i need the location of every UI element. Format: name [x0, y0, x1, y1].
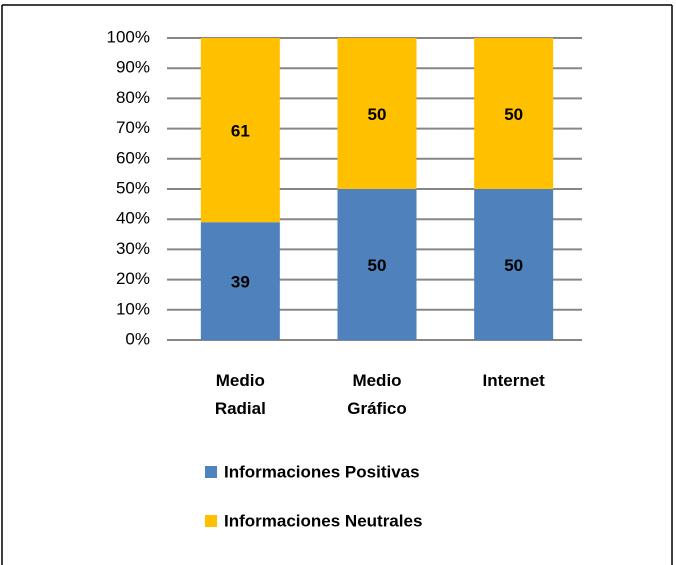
- x-tick-label: Internet: [482, 371, 545, 390]
- y-tick-label: 20%: [116, 269, 150, 288]
- legend-label: Informaciones Positivas: [224, 462, 420, 481]
- y-tick-label: 40%: [116, 209, 150, 228]
- y-tick-label: 50%: [116, 178, 150, 197]
- y-tick-label: 70%: [116, 118, 150, 137]
- bar-segment: [337, 38, 417, 189]
- y-tick-label: 0%: [125, 329, 150, 348]
- data-label: 50: [368, 256, 387, 275]
- x-tick-label: Medio Gráfico: [347, 371, 407, 418]
- data-label: 50: [368, 105, 387, 124]
- data-label: 50: [504, 105, 523, 124]
- data-label: 61: [231, 122, 250, 141]
- x-tick-label: Medio Radial: [214, 371, 266, 418]
- legend-label: Informaciones Neutrales: [224, 511, 422, 530]
- y-tick-label: 80%: [116, 88, 150, 107]
- legend-swatch: [205, 466, 217, 478]
- y-tick-label: 90%: [116, 58, 150, 77]
- y-tick-label: 10%: [116, 299, 150, 318]
- y-tick-label: 30%: [116, 239, 150, 258]
- bar-segment: [474, 38, 554, 189]
- bar-segment: [474, 189, 554, 340]
- y-tick-label: 60%: [116, 148, 150, 167]
- y-tick-label: 100%: [107, 27, 150, 46]
- bar-segment: [337, 189, 417, 340]
- bar-segment: [200, 38, 280, 223]
- data-label: 39: [231, 273, 250, 292]
- legend-swatch: [205, 515, 217, 527]
- bar-segment: [200, 222, 280, 340]
- data-label: 50: [504, 256, 523, 275]
